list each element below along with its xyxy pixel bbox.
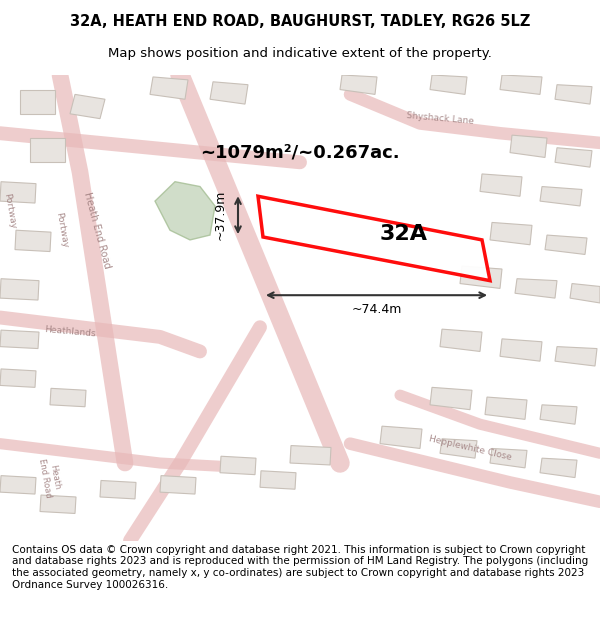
Polygon shape	[70, 94, 105, 119]
Text: ~1079m²/~0.267ac.: ~1079m²/~0.267ac.	[200, 144, 400, 162]
Polygon shape	[0, 369, 36, 388]
Polygon shape	[380, 426, 422, 449]
Text: ~74.4m: ~74.4m	[352, 303, 401, 316]
Polygon shape	[555, 148, 592, 167]
Polygon shape	[20, 89, 55, 114]
Text: ~37.9m: ~37.9m	[214, 190, 227, 241]
Polygon shape	[160, 476, 196, 494]
Text: Contains OS data © Crown copyright and database right 2021. This information is : Contains OS data © Crown copyright and d…	[12, 545, 588, 589]
Text: Hepplewhite Close: Hepplewhite Close	[428, 434, 512, 462]
Polygon shape	[340, 75, 377, 94]
Polygon shape	[570, 284, 600, 303]
Text: Heath
End Road: Heath End Road	[37, 456, 63, 499]
Polygon shape	[260, 471, 296, 489]
Polygon shape	[440, 439, 477, 458]
Polygon shape	[515, 279, 557, 298]
Polygon shape	[500, 339, 542, 361]
Polygon shape	[100, 481, 136, 499]
Text: Heath End Road: Heath End Road	[82, 191, 112, 269]
Polygon shape	[555, 347, 597, 366]
Polygon shape	[150, 77, 188, 99]
Polygon shape	[40, 495, 76, 514]
Polygon shape	[490, 222, 532, 245]
Polygon shape	[430, 388, 472, 409]
Polygon shape	[155, 182, 215, 240]
Text: Portway: Portway	[2, 192, 17, 229]
Polygon shape	[0, 476, 36, 494]
Polygon shape	[460, 266, 502, 288]
Polygon shape	[480, 174, 522, 196]
Text: Shyshack Lane: Shyshack Lane	[406, 111, 474, 126]
Polygon shape	[0, 330, 39, 349]
Polygon shape	[30, 138, 65, 162]
Text: Portway: Portway	[55, 212, 70, 249]
Polygon shape	[540, 458, 577, 478]
Polygon shape	[210, 82, 248, 104]
Polygon shape	[540, 186, 582, 206]
Polygon shape	[555, 85, 592, 104]
Polygon shape	[510, 135, 547, 158]
Polygon shape	[430, 75, 467, 94]
Polygon shape	[540, 405, 577, 424]
Polygon shape	[440, 329, 482, 351]
Polygon shape	[0, 279, 39, 300]
Polygon shape	[490, 449, 527, 468]
Polygon shape	[50, 388, 86, 407]
Polygon shape	[485, 397, 527, 419]
Polygon shape	[290, 446, 331, 465]
Text: Heathlands: Heathlands	[44, 326, 96, 339]
Text: 32A, HEATH END ROAD, BAUGHURST, TADLEY, RG26 5LZ: 32A, HEATH END ROAD, BAUGHURST, TADLEY, …	[70, 14, 530, 29]
Polygon shape	[220, 456, 256, 474]
Polygon shape	[0, 182, 36, 203]
Polygon shape	[545, 235, 587, 254]
Polygon shape	[258, 196, 490, 281]
Polygon shape	[500, 75, 542, 94]
Text: Map shows position and indicative extent of the property.: Map shows position and indicative extent…	[108, 48, 492, 61]
Text: 32A: 32A	[379, 224, 427, 244]
Polygon shape	[15, 230, 51, 251]
